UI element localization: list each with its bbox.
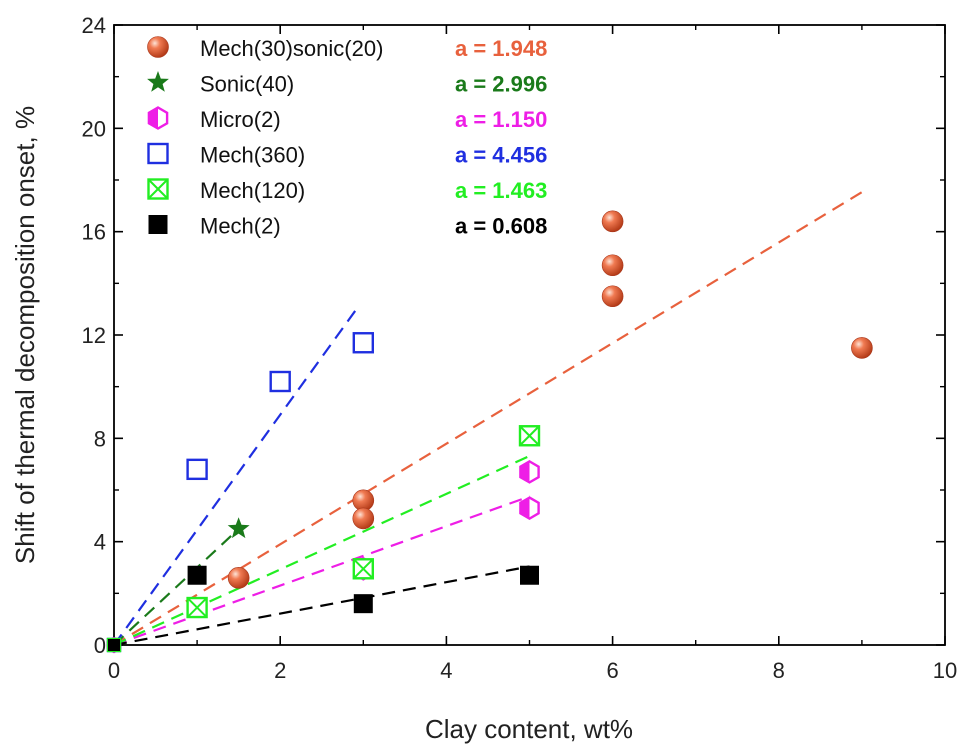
slope-annotation: a = 1.463 xyxy=(455,178,547,203)
legend-label: Mech(2) xyxy=(200,214,281,239)
slope-annotation: a = 1.948 xyxy=(455,36,547,61)
legend-item: Mech(360) a = 4.456 xyxy=(147,142,547,168)
data-point xyxy=(601,285,624,308)
sphere-marker xyxy=(601,285,624,308)
hexagon-outline xyxy=(519,496,540,520)
x-tick-label: 0 xyxy=(108,658,120,683)
sphere-marker xyxy=(851,337,873,359)
y-tick-label: 8 xyxy=(94,426,106,451)
x-tick-label: 10 xyxy=(933,658,957,683)
sphere-marker xyxy=(147,36,169,58)
data-points-layer xyxy=(106,210,873,654)
data-point xyxy=(601,210,624,233)
legend-label: Micro(2) xyxy=(200,107,281,132)
slope-annotation: a = 2.996 xyxy=(455,72,547,97)
data-point xyxy=(269,370,291,393)
y-tick-label: 24 xyxy=(82,13,106,38)
star-marker xyxy=(227,517,250,539)
x-tick-label: 6 xyxy=(606,658,618,683)
data-point xyxy=(851,337,873,359)
legend-label: Mech(360) xyxy=(200,143,305,168)
hexagon-outline xyxy=(147,106,169,130)
series-mech-2- xyxy=(108,565,539,651)
fit-line xyxy=(114,528,240,645)
fit-lines-layer xyxy=(114,191,863,645)
data-point xyxy=(352,507,375,530)
x-tick-label: 4 xyxy=(440,658,452,683)
x-tick-label: 2 xyxy=(274,658,286,683)
y-tick-label: 12 xyxy=(82,323,106,348)
legend-item: Mech(120) a = 1.463 xyxy=(147,178,547,203)
square-marker xyxy=(148,215,168,234)
y-tick-label: 20 xyxy=(82,116,106,141)
y-tick-label: 4 xyxy=(94,530,106,555)
fit-line xyxy=(114,495,530,645)
data-point xyxy=(520,565,539,585)
origin-point xyxy=(108,639,120,651)
data-point xyxy=(353,594,373,614)
legend-item: Mech(2) a = 0.608 xyxy=(148,214,547,239)
data-point xyxy=(227,517,250,539)
legend-item: Sonic(40) a = 2.996 xyxy=(147,71,547,97)
series-mech-360- xyxy=(106,332,374,653)
series-mech-30-sonic-20- xyxy=(106,210,873,653)
data-point xyxy=(352,332,374,354)
cross-line xyxy=(519,425,540,446)
fit-line xyxy=(114,191,863,645)
data-point xyxy=(601,254,624,277)
legend-label: Mech(120) xyxy=(200,178,305,203)
y-tick-label: 0 xyxy=(94,633,106,658)
fit-line xyxy=(114,304,361,645)
cross-line xyxy=(186,597,208,618)
legend-label: Mech(30)sonic(20) xyxy=(200,36,383,61)
data-point xyxy=(227,567,250,589)
data-point xyxy=(519,496,540,520)
data-point xyxy=(518,425,541,447)
slope-annotation: a = 1.150 xyxy=(455,107,547,132)
hexagon-outline xyxy=(519,460,540,484)
legend-item: Mech(30)sonic(20) a = 1.948 xyxy=(147,36,547,61)
x-axis-title: Clay content, wt% xyxy=(425,714,633,744)
data-point xyxy=(186,458,208,481)
slope-annotation: a = 4.456 xyxy=(455,143,547,168)
data-point xyxy=(352,558,374,580)
legend-label: Sonic(40) xyxy=(200,72,294,97)
square-marker xyxy=(269,370,291,393)
data-point xyxy=(187,565,207,585)
sphere-marker xyxy=(227,567,250,589)
data-point xyxy=(519,460,540,484)
square-marker xyxy=(187,565,207,585)
legend-item: Micro(2) a = 1.150 xyxy=(147,106,547,132)
legend: Mech(30)sonic(20) a = 1.948 Sonic(40) a = 2… xyxy=(147,36,547,239)
cross-line xyxy=(147,178,169,200)
cross-line xyxy=(353,558,374,579)
fit-line xyxy=(114,565,530,645)
square-marker xyxy=(352,332,374,354)
data-point xyxy=(186,596,208,619)
sphere-marker xyxy=(601,210,624,233)
series-mech-120- xyxy=(106,425,541,653)
y-axis-title: Shift of thermal decomposition onset, % xyxy=(10,106,40,564)
y-tick-label: 16 xyxy=(82,220,106,245)
x-tick-label: 8 xyxy=(773,658,785,683)
slope-annotation: a = 0.608 xyxy=(455,214,547,239)
square-marker xyxy=(108,639,120,651)
star-marker xyxy=(147,71,169,92)
square-marker xyxy=(147,142,169,165)
sphere-marker xyxy=(352,507,375,530)
series-micro-2- xyxy=(106,460,540,654)
square-marker xyxy=(353,594,373,614)
square-marker xyxy=(520,565,539,585)
fit-line xyxy=(114,455,530,645)
square-marker xyxy=(186,458,208,481)
sphere-marker xyxy=(601,254,624,277)
